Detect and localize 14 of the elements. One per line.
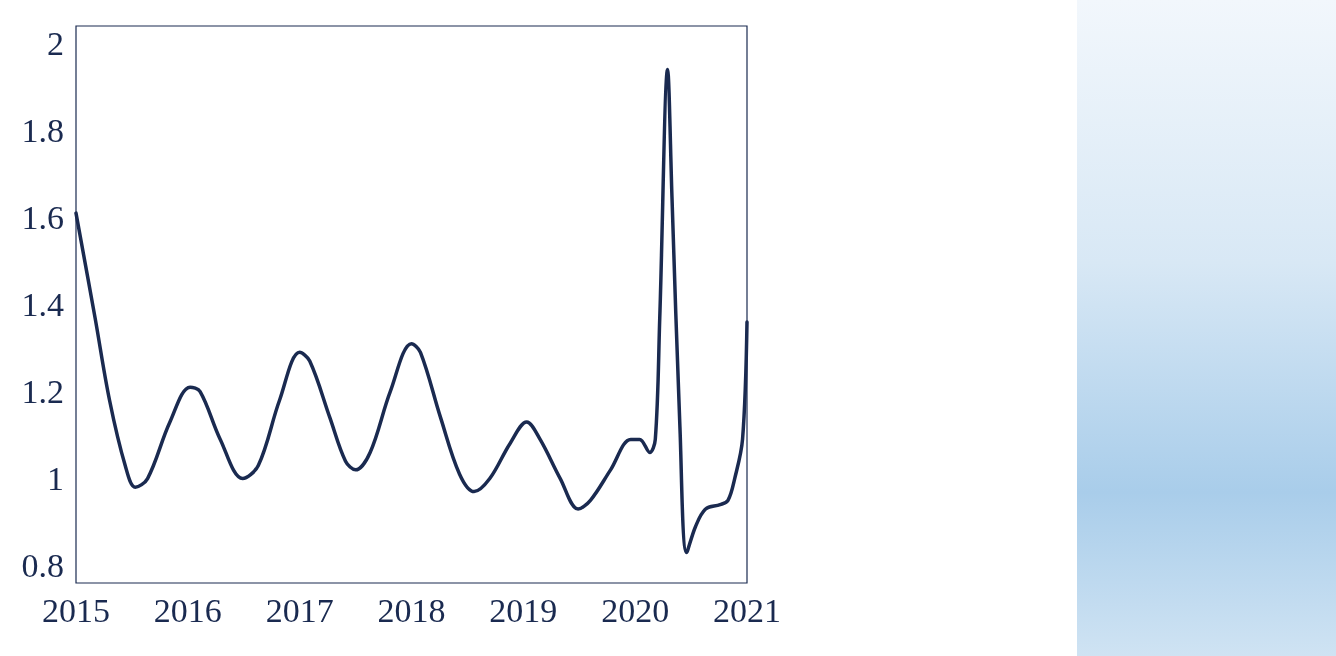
y-tick-label: 1.2 [21,373,64,411]
x-tick-label: 2019 [489,591,558,629]
y-tick-label: 2 [47,24,64,62]
x-tick-label: 2020 [601,591,670,629]
x-tick-label: 2016 [153,591,222,629]
x-tick-label: 2015 [42,591,110,629]
x-tick-label: 2018 [377,591,446,629]
y-tick-label: 1.6 [21,198,64,236]
y-tick-label: 1.4 [21,286,64,323]
x-tick-label: 2017 [265,591,334,629]
x-tick-label: 2021 [713,591,781,629]
y-tick-label: 1 [47,460,64,498]
y-tick-label: 1.8 [21,111,64,149]
y-tick-label: 0.8 [21,547,64,585]
